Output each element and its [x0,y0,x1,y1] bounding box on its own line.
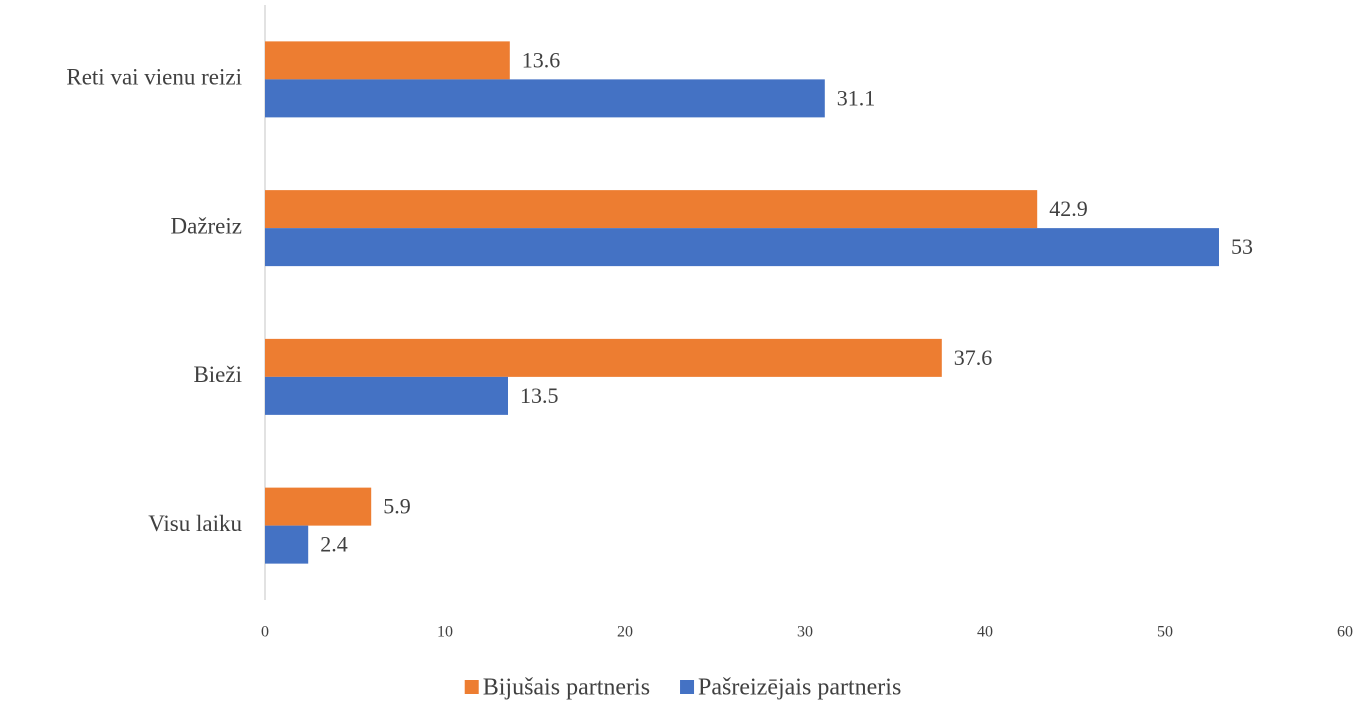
x-tick-label: 40 [977,624,993,641]
data-label: 13.6 [522,47,561,72]
y-tick-label: Visu laiku [148,511,242,536]
data-label: 42.9 [1049,196,1088,221]
bar [265,41,510,80]
data-label: 5.9 [383,494,411,519]
bar [265,376,508,415]
legend-swatch [464,680,479,694]
data-label: 2.4 [320,532,348,557]
x-tick-label: 20 [617,624,633,641]
x-tick-label: 50 [1157,624,1173,641]
bar [265,190,1038,229]
data-label: 31.1 [837,85,876,110]
bar [265,79,825,118]
bar [265,487,372,526]
bar [265,525,309,564]
x-tick-label: 30 [797,624,813,641]
bar [265,228,1219,267]
x-tick-label: 60 [1337,624,1353,641]
legend-label: Bijušais partneris [483,675,650,701]
y-tick-label: Dažreiz [171,213,243,238]
bar [265,338,942,377]
legend: Bijušais partneris Pašreizējais partneris [464,675,901,701]
data-label: 13.5 [520,383,559,408]
data-label: 37.6 [954,345,993,370]
x-tick-label: 0 [261,624,269,641]
data-label: 53 [1231,234,1253,259]
legend-swatch [680,680,695,694]
legend-label: Pašreizējais partneris [698,675,901,701]
x-tick-label: 10 [437,624,453,641]
y-tick-label: Reti vai vienu reizi [66,65,242,90]
y-tick-label: Bieži [193,362,242,387]
